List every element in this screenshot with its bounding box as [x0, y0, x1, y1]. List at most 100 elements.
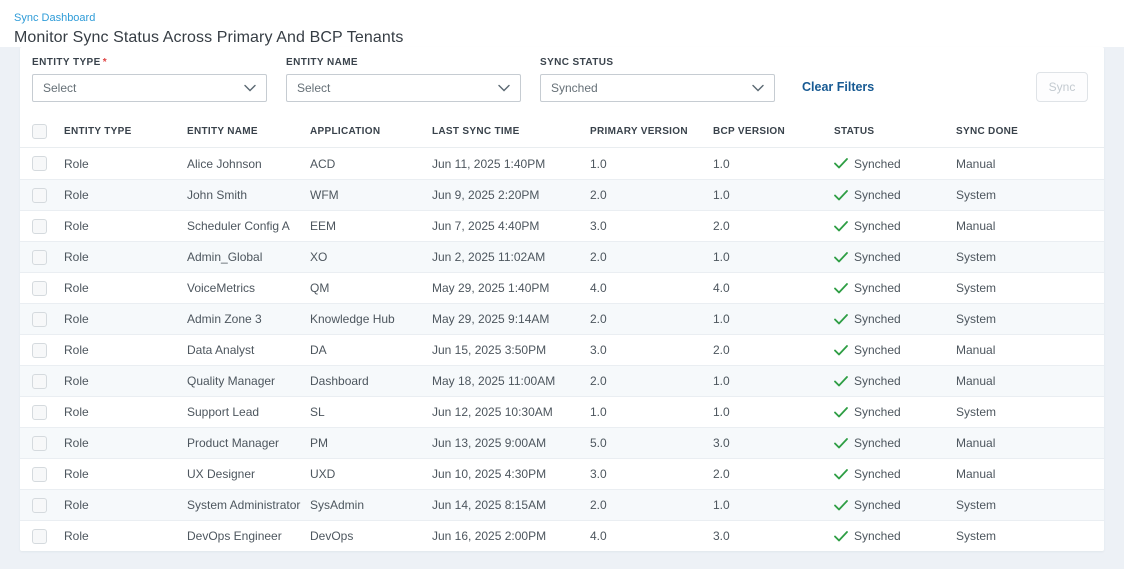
- row-checkbox[interactable]: [32, 404, 47, 420]
- row-checkbox[interactable]: [32, 311, 47, 327]
- cell-entity-type: Role: [64, 405, 89, 419]
- check-icon: [834, 344, 848, 355]
- cell-primary-version: 2.0: [590, 498, 607, 512]
- cell-entity-type: Role: [64, 467, 89, 481]
- status-text: Synched: [854, 156, 901, 171]
- cell-application: DA: [310, 343, 327, 357]
- check-icon: [834, 158, 848, 169]
- sync-status-label: SYNC STATUS: [540, 57, 614, 68]
- check-icon: [834, 530, 848, 541]
- cell-application: DevOps: [310, 529, 354, 543]
- sync-button[interactable]: Sync: [1036, 72, 1088, 102]
- cell-primary-version: 1.0: [590, 156, 607, 171]
- row-checkbox[interactable]: [32, 435, 47, 451]
- cell-primary-version: 4.0: [590, 529, 607, 543]
- cell-application: Knowledge Hub: [310, 312, 395, 326]
- cell-sync-done: System: [956, 498, 997, 512]
- cell-entity-type: Role: [64, 498, 89, 512]
- table-row: Role VoiceMetrics QM May 29, 2025 1:40PM…: [20, 272, 1104, 303]
- row-checkbox[interactable]: [32, 497, 47, 513]
- cell-primary-version: 2.0: [590, 188, 607, 202]
- row-checkbox[interactable]: [32, 528, 47, 544]
- cell-sync-done: System: [956, 281, 997, 295]
- chevron-down-icon: [498, 84, 510, 92]
- cell-status: Synched: [834, 219, 956, 233]
- cell-last-sync-time: Jun 15, 2025 3:50PM: [432, 343, 547, 357]
- entity-name-select-value: Select: [297, 81, 331, 95]
- entity-type-select[interactable]: Select: [32, 74, 267, 102]
- column-header-last-sync-time: LAST SYNC TIME: [432, 126, 520, 137]
- cell-entity-type: Role: [64, 156, 89, 171]
- table-row: Role John Smith WFM Jun 9, 2025 2:20PM 2…: [20, 179, 1104, 210]
- cell-bcp-version: 1.0: [713, 250, 730, 264]
- cell-sync-done: Manual: [956, 219, 996, 233]
- column-header-bcp-version: BCP VERSION: [713, 126, 786, 137]
- cell-status: Synched: [834, 529, 956, 543]
- row-checkbox[interactable]: [32, 280, 47, 296]
- cell-status: Synched: [834, 188, 956, 202]
- cell-last-sync-time: Jun 10, 2025 4:30PM: [432, 467, 547, 481]
- status-text: Synched: [854, 188, 901, 202]
- table-row: Role Support Lead SL Jun 12, 2025 10:30A…: [20, 396, 1104, 427]
- filter-sync-status: SYNC STATUS Synched: [540, 57, 775, 102]
- row-checkbox[interactable]: [32, 373, 47, 389]
- cell-sync-done: Manual: [956, 343, 996, 357]
- cell-last-sync-time: May 29, 2025 1:40PM: [432, 281, 550, 295]
- check-icon: [834, 282, 848, 293]
- cell-bcp-version: 2.0: [713, 343, 730, 357]
- content-card: ENTITY TYPE * Select ENTITY NAME Select S…: [20, 47, 1104, 551]
- cell-sync-done: System: [956, 405, 997, 419]
- check-icon: [834, 251, 848, 262]
- clear-filters-link[interactable]: Clear Filters: [802, 80, 875, 94]
- table-row: Role Admin Zone 3 Knowledge Hub May 29, …: [20, 303, 1104, 334]
- cell-application: PM: [310, 436, 328, 450]
- cell-last-sync-time: May 18, 2025 11:00AM: [432, 374, 556, 388]
- column-header-status: STATUS: [834, 126, 875, 137]
- cell-entity-name: Alice Johnson: [187, 156, 262, 171]
- breadcrumb-sync-dashboard[interactable]: Sync Dashboard: [14, 12, 96, 24]
- table-row: Role Quality Manager Dashboard May 18, 2…: [20, 365, 1104, 396]
- cell-entity-name: Data Analyst: [187, 343, 255, 357]
- cell-entity-type: Role: [64, 374, 89, 388]
- cell-status: Synched: [834, 374, 956, 388]
- cell-entity-name: System Administrator: [187, 498, 301, 512]
- table-row: Role UX Designer UXD Jun 10, 2025 4:30PM…: [20, 458, 1104, 489]
- cell-entity-name: John Smith: [187, 188, 248, 202]
- status-text: Synched: [854, 498, 901, 512]
- cell-primary-version: 5.0: [590, 436, 607, 450]
- cell-entity-type: Role: [64, 529, 89, 543]
- cell-application: WFM: [310, 188, 339, 202]
- page-header: Sync Dashboard Monitor Sync Status Acros…: [0, 0, 1124, 47]
- cell-application: Dashboard: [310, 374, 369, 388]
- cell-last-sync-time: Jun 11, 2025 1:40PM: [432, 156, 546, 171]
- cell-status: Synched: [834, 405, 956, 419]
- cell-bcp-version: 3.0: [713, 436, 730, 450]
- page-title: Monitor Sync Status Across Primary And B…: [14, 29, 404, 46]
- table-row: Role Product Manager PM Jun 13, 2025 9:0…: [20, 427, 1104, 458]
- entity-name-select[interactable]: Select: [286, 74, 521, 102]
- cell-status: Synched: [834, 467, 956, 481]
- row-checkbox[interactable]: [32, 156, 47, 172]
- cell-entity-type: Role: [64, 219, 89, 233]
- cell-entity-name: VoiceMetrics: [187, 281, 256, 295]
- cell-bcp-version: 1.0: [713, 498, 730, 512]
- row-checkbox[interactable]: [32, 342, 47, 358]
- cell-primary-version: 2.0: [590, 250, 607, 264]
- column-header-application: APPLICATION: [310, 126, 381, 137]
- check-icon: [834, 499, 848, 510]
- row-checkbox[interactable]: [32, 466, 47, 482]
- cell-sync-done: Manual: [956, 467, 996, 481]
- cell-entity-type: Role: [64, 250, 89, 264]
- sync-status-select[interactable]: Synched: [540, 74, 775, 102]
- row-checkbox[interactable]: [32, 249, 47, 265]
- row-checkbox[interactable]: [32, 218, 47, 234]
- row-checkbox[interactable]: [32, 187, 47, 203]
- cell-status: Synched: [834, 281, 956, 295]
- cell-entity-name: Admin_Global: [187, 250, 263, 264]
- cell-entity-type: Role: [64, 436, 89, 450]
- cell-primary-version: 4.0: [590, 281, 607, 295]
- select-all-checkbox[interactable]: [32, 124, 47, 139]
- status-text: Synched: [854, 405, 901, 419]
- filter-entity-type: ENTITY TYPE * Select: [32, 57, 267, 102]
- cell-primary-version: 3.0: [590, 467, 607, 481]
